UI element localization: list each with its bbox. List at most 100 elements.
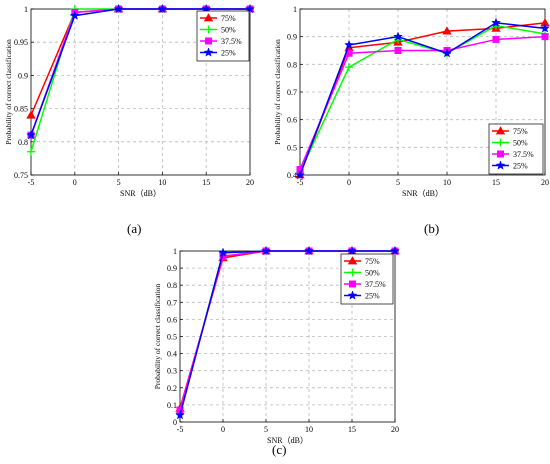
series-line-4	[179, 250, 395, 416]
data-point	[218, 247, 228, 257]
y-tick-label: 0.2	[167, 384, 177, 393]
x-tick-label: 15	[202, 178, 210, 187]
x-tick-label: 10	[158, 178, 166, 187]
y-tick-label: 0.75	[14, 171, 28, 180]
legend: 75% 50% 37.5% 25%	[488, 123, 544, 175]
y-axis-label: Probability of correct classification	[273, 39, 282, 145]
y-tick-label: 0.95	[14, 38, 28, 47]
caption-a: (a)	[127, 221, 142, 236]
y-tick-label: 0.4	[287, 171, 297, 180]
y-tick-label: 0.9	[167, 264, 177, 273]
y-tick-label: 0.1	[167, 401, 177, 410]
series-line-2	[299, 24, 546, 173]
legend-marker	[348, 268, 357, 277]
x-tick-label: 15	[492, 178, 500, 187]
legend-label: 37.5%	[221, 37, 242, 46]
x-tick-label: -5	[297, 178, 304, 187]
x-tick-label: 15	[348, 425, 356, 434]
x-tick-label: -5	[177, 425, 184, 434]
data-point	[541, 33, 549, 41]
y-tick-label: 0.8	[167, 281, 177, 290]
legend-marker	[203, 13, 214, 22]
x-axis-label: SNR（dB）	[120, 189, 161, 198]
x-tick-label: 10	[443, 178, 451, 187]
data-point	[27, 147, 35, 156]
x-tick-label: 20	[246, 178, 254, 187]
legend-label: 75%	[365, 257, 380, 266]
y-tick-label: 0.5	[287, 143, 297, 152]
x-tick-label: 20	[391, 425, 399, 434]
y-tick-label: 0.9	[287, 33, 297, 42]
y-tick-label: 0.7	[167, 298, 177, 307]
legend-label: 25%	[513, 162, 528, 171]
legend-label: 75%	[221, 14, 236, 23]
data-point	[393, 31, 403, 41]
y-tick-label: 1	[24, 5, 28, 14]
y-tick-label: 1	[173, 247, 177, 256]
legend-marker	[497, 150, 504, 158]
data-point	[347, 245, 357, 256]
data-point	[492, 35, 500, 43]
data-point	[26, 110, 36, 119]
data-point	[344, 39, 354, 50]
data-point	[295, 169, 305, 180]
y-tick-label: 0.8	[287, 60, 297, 69]
legend-marker	[204, 25, 213, 34]
data-point	[26, 129, 36, 140]
data-point	[491, 17, 501, 28]
x-tick-label: 10	[305, 425, 313, 434]
data-point	[175, 409, 185, 420]
data-point	[157, 3, 168, 14]
legend-label: 75%	[513, 127, 528, 136]
axes-frame	[299, 8, 546, 176]
x-tick-label: -5	[28, 178, 35, 187]
x-axis-label: SNR（dB）	[267, 436, 308, 445]
series-line-4	[299, 22, 546, 176]
data-point	[304, 245, 314, 256]
legend-label: 50%	[513, 139, 528, 148]
legend-label: 50%	[221, 26, 236, 35]
legend: 75% 50% 37.5% 25%	[340, 253, 394, 305]
chart-panel-2: -5 0 5 10 15 20 0.4 0.5 0.6 0.7 0.8 0.9 1 SNR（dB） Prob…	[273, 5, 550, 198]
data-point	[245, 3, 255, 14]
y-tick-label: 0.6	[287, 116, 297, 125]
series-line-3	[299, 35, 546, 170]
y-tick-label: 1	[293, 5, 297, 14]
legend-marker	[495, 126, 506, 135]
x-tick-label: 5	[117, 178, 121, 187]
chart-panel-3: -5 0 5 10 15 2000.10.20.30.40.50.60.70.80.91S…	[153, 245, 400, 445]
y-tick-label: 0.6	[167, 315, 177, 324]
data-point	[442, 26, 452, 35]
legend-label: 50%	[365, 269, 380, 278]
legend-marker	[347, 290, 358, 300]
x-tick-label: 5	[264, 425, 268, 434]
x-tick-label: 0	[221, 425, 225, 434]
data-point	[69, 10, 80, 20]
y-tick-label: 0.9	[18, 71, 28, 80]
y-axis-label: Probability of correct classification	[4, 39, 13, 145]
y-tick-label: 0.4	[167, 350, 177, 359]
data-point	[345, 63, 353, 72]
caption-b: (b)	[424, 221, 440, 236]
legend-marker	[496, 138, 505, 147]
data-point	[390, 245, 400, 256]
data-point	[540, 23, 550, 33]
y-tick-label: 0.5	[167, 333, 177, 342]
x-tick-label: 0	[73, 178, 77, 187]
legend-label: 37.5%	[513, 150, 534, 159]
legend-label: 37.5%	[365, 280, 386, 289]
legend: 75% 50% 37.5% 25%	[196, 10, 250, 62]
x-tick-label: 5	[396, 178, 400, 187]
y-axis-label: Probability of correct classification	[153, 283, 162, 389]
y-tick-label: 0.7	[287, 88, 297, 97]
y-tick-label: 0	[173, 418, 177, 427]
legend-marker	[205, 37, 212, 45]
legend-marker	[349, 280, 356, 288]
data-point	[261, 245, 271, 256]
data-point	[394, 47, 402, 54]
y-tick-label: 0.8	[18, 138, 28, 147]
x-tick-label: 20	[541, 178, 549, 187]
x-tick-label: 0	[347, 178, 351, 187]
